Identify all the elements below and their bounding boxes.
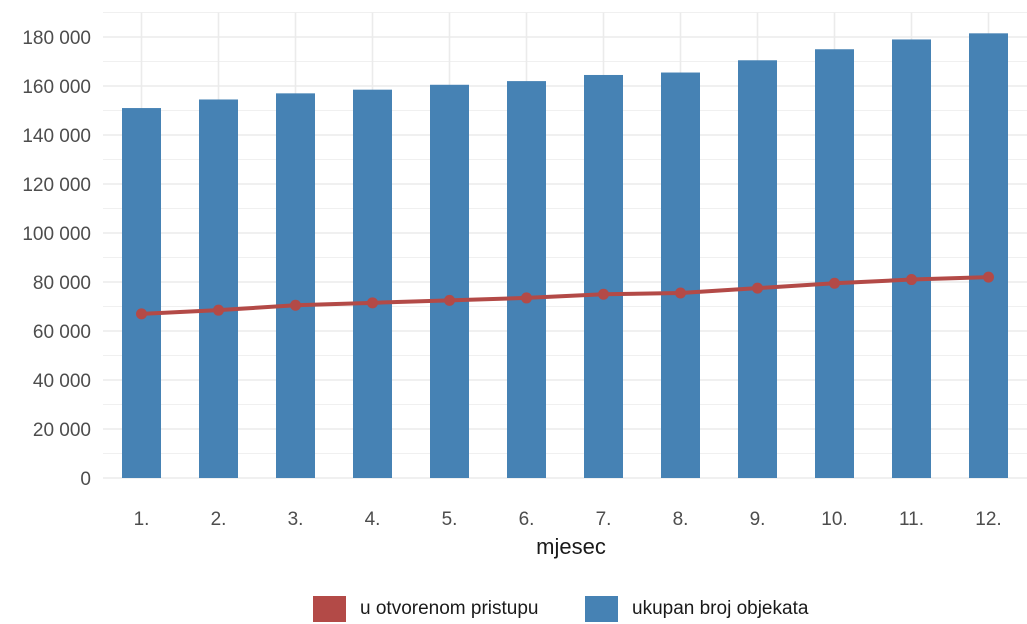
- point-7: [598, 288, 609, 300]
- x-axis-title: mjesec: [536, 534, 606, 559]
- y-tick-label: 120 000: [22, 175, 91, 196]
- x-tick-label: 1.: [134, 509, 150, 530]
- point-12: [983, 271, 994, 283]
- bar-5: [430, 84, 469, 479]
- y-tick-label: 160 000: [22, 77, 91, 98]
- y-tick-label: 60 000: [33, 322, 91, 343]
- legend-key-total-objects: [585, 596, 618, 622]
- y-tick-label: 0: [80, 469, 91, 490]
- y-axis-ticks: 0 20 000 40 000 60 000 80 000 100 000 120 000 1…: [22, 28, 91, 490]
- legend-label-total-objects: ukupan broj objekata: [632, 598, 809, 619]
- line-series: [136, 271, 994, 320]
- x-tick-label: 6.: [519, 509, 535, 530]
- y-tick-label: 100 000: [22, 224, 91, 245]
- bar-1: [122, 108, 161, 479]
- point-6: [521, 292, 532, 304]
- y-tick-label: 20 000: [33, 420, 91, 441]
- point-5: [444, 294, 455, 306]
- legend-key-open-access: [313, 596, 346, 622]
- legend-item-open-access: u otvorenom pristupu: [313, 596, 539, 622]
- chart: 0 20 000 40 000 60 000 80 000 100 000 120 000 1…: [22, 12, 1027, 559]
- x-tick-label: 3.: [288, 509, 304, 530]
- point-10: [829, 277, 840, 289]
- y-tick-label: 40 000: [33, 371, 91, 392]
- bar-3: [276, 93, 315, 478]
- x-tick-label: 9.: [750, 509, 766, 530]
- y-tick-label: 140 000: [22, 126, 91, 147]
- bar-7: [584, 74, 623, 478]
- bar-4: [353, 89, 392, 479]
- bar-6: [507, 81, 546, 478]
- point-11: [906, 274, 917, 286]
- legend-label-open-access: u otvorenom pristupu: [360, 598, 539, 619]
- x-tick-label: 8.: [673, 509, 689, 530]
- x-tick-label: 11.: [899, 509, 924, 530]
- series-line-open-access: [141, 275, 989, 316]
- x-axis-ticks: 1. 2. 3. 4. 5. 6. 7. 8. 9. 10. 11. 12.: [134, 509, 1002, 530]
- point-8: [675, 287, 686, 299]
- bar-9: [738, 60, 777, 479]
- gridlines: [103, 12, 1027, 479]
- point-1: [136, 308, 147, 320]
- bar-8: [661, 72, 700, 479]
- bar-2: [199, 99, 238, 478]
- bar-10: [815, 49, 854, 478]
- y-tick-label: 80 000: [33, 273, 91, 294]
- point-4: [367, 297, 378, 309]
- point-9: [752, 282, 763, 294]
- bar-series: [122, 33, 1008, 479]
- point-3: [290, 299, 301, 311]
- legend: u otvorenom pristupu ukupan broj objekat…: [0, 592, 1027, 624]
- x-tick-label: 7.: [596, 509, 612, 530]
- x-tick-label: 4.: [365, 509, 381, 530]
- y-tick-label: 180 000: [22, 28, 91, 49]
- x-tick-label: 12.: [975, 509, 1001, 530]
- x-tick-label: 2.: [211, 509, 227, 530]
- legend-item-total-objects: ukupan broj objekata: [585, 596, 808, 622]
- point-2: [213, 304, 224, 316]
- bar-11: [892, 39, 931, 478]
- x-tick-label: 5.: [442, 509, 458, 530]
- x-tick-label: 10.: [821, 509, 847, 530]
- bar-12: [969, 33, 1008, 478]
